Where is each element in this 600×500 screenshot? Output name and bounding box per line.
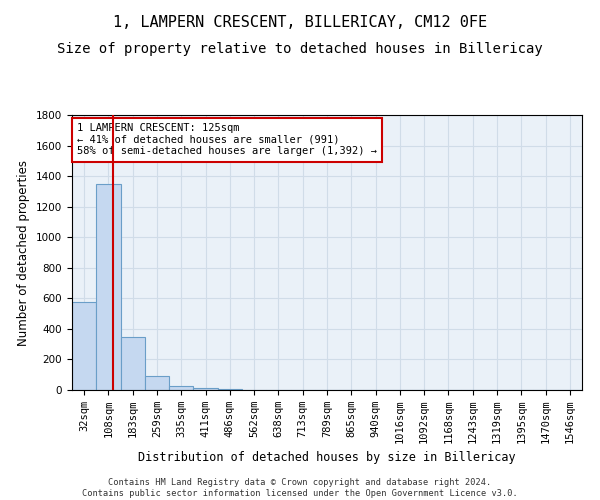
Bar [121, 336, 145, 390]
Bar [145, 376, 169, 390]
Bar [218, 389, 242, 390]
Bar [72, 302, 96, 390]
Bar [193, 388, 218, 390]
Text: Distribution of detached houses by size in Billericay: Distribution of detached houses by size … [138, 451, 516, 464]
Text: Size of property relative to detached houses in Billericay: Size of property relative to detached ho… [57, 42, 543, 56]
Y-axis label: Number of detached properties: Number of detached properties [17, 160, 31, 346]
Text: 1 LAMPERN CRESCENT: 125sqm
← 41% of detached houses are smaller (991)
58% of sem: 1 LAMPERN CRESCENT: 125sqm ← 41% of deta… [77, 123, 377, 156]
Text: 1, LAMPERN CRESCENT, BILLERICAY, CM12 0FE: 1, LAMPERN CRESCENT, BILLERICAY, CM12 0F… [113, 15, 487, 30]
Bar [96, 184, 121, 390]
Text: Contains HM Land Registry data © Crown copyright and database right 2024.
Contai: Contains HM Land Registry data © Crown c… [82, 478, 518, 498]
Bar [169, 386, 193, 390]
